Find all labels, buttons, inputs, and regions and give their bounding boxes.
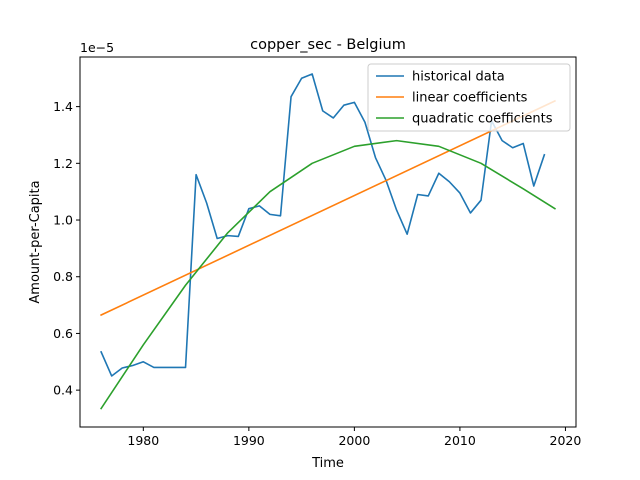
y-tick-label: 1.2 — [53, 156, 73, 171]
series-line-linear-coefficients — [100, 99, 556, 317]
legend-box — [367, 63, 571, 132]
y-offset-label: 1e−5 — [80, 40, 114, 55]
legend-label: linear coefficients — [412, 91, 528, 106]
x-axis-ticks: 1980 1990 2000 2010 2020 — [127, 427, 581, 448]
x-tick-label: 1980 — [127, 433, 159, 448]
y-axis-label: Amount-per-Capita — [28, 180, 43, 303]
y-tick-label: 0.4 — [53, 383, 73, 398]
series-line-historical-data — [100, 73, 546, 377]
y-axis-ticks: 0.4 0.6 0.8 1.0 1.2 1.4 — [53, 99, 80, 398]
x-tick-label: 2000 — [338, 433, 370, 448]
y-tick-label: 1.0 — [53, 213, 73, 228]
chart-title: copper_sec - Belgium — [250, 37, 406, 53]
y-tick-label: 1.4 — [53, 99, 73, 114]
legend: historical data linear coefficients quadra… — [367, 63, 571, 132]
plot-frame — [79, 56, 577, 428]
series-line-quadratic-coefficients — [100, 139, 556, 410]
y-tick-label: 0.8 — [53, 269, 73, 284]
y-tick-label: 0.6 — [53, 326, 73, 341]
x-tick-label: 2010 — [444, 433, 476, 448]
x-tick-label: 1990 — [233, 433, 265, 448]
x-tick-label: 2020 — [550, 433, 582, 448]
series-lines — [100, 73, 556, 410]
x-axis-label: Time — [311, 456, 344, 471]
legend-label: historical data — [412, 70, 505, 85]
legend-label: quadratic coefficients — [412, 112, 553, 127]
